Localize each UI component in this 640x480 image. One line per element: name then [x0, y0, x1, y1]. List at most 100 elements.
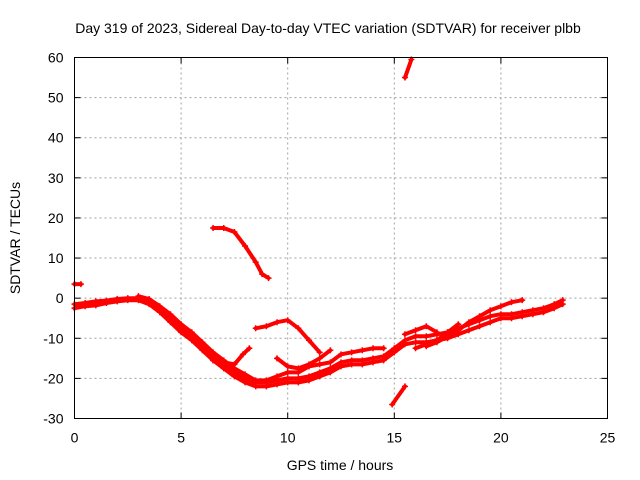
data-point: [423, 341, 430, 348]
data-point: [380, 357, 387, 364]
data-point: [497, 315, 504, 322]
data-point: [306, 337, 313, 344]
data-point: [412, 333, 419, 340]
series-line: [211, 226, 271, 281]
data-point: [412, 345, 419, 352]
data-point: [77, 281, 84, 288]
data-point: [199, 339, 206, 346]
data-point: [508, 315, 515, 322]
x-axis-title: GPS time / hours: [287, 457, 394, 473]
y-tick-label: 50: [48, 90, 64, 106]
y-tick-label: 30: [48, 170, 64, 186]
y-tick-labels: -30 -20 -10 0 10 20 30 40 50 60: [43, 50, 63, 427]
data-point: [231, 373, 238, 380]
data-point: [423, 333, 430, 340]
data-point: [274, 373, 281, 380]
data-point: [156, 303, 163, 310]
data-point: [135, 293, 142, 300]
data-point: [295, 365, 302, 372]
data-point: [306, 377, 313, 384]
data-point: [252, 259, 259, 266]
data-point: [274, 319, 281, 326]
series-segment-right-1: [401, 323, 440, 338]
plot-frame: [74, 57, 608, 419]
x-tick-label: 0: [71, 430, 79, 446]
data-point: [252, 383, 259, 390]
data-point: [210, 349, 217, 356]
data-point: [231, 361, 238, 368]
data-point: [401, 341, 408, 348]
data-point: [316, 373, 323, 380]
data-point: [497, 303, 504, 310]
y-tick-label: -10: [43, 330, 63, 346]
data-point: [146, 301, 153, 308]
x-tick-label: 15: [387, 430, 403, 446]
data-point: [476, 313, 483, 320]
data-point: [327, 347, 334, 354]
series-segment-mid-1: [252, 317, 323, 356]
y-tick-label: 20: [48, 210, 64, 226]
series-line: [253, 318, 322, 355]
data-point: [476, 323, 483, 330]
data-point: [239, 351, 246, 358]
y-tick-label: 0: [56, 290, 64, 306]
data-point: [265, 275, 272, 282]
data-point: [178, 321, 185, 328]
y-tick-label: 60: [48, 50, 64, 66]
data-point: [103, 299, 110, 306]
data-point: [433, 329, 440, 336]
data-point: [327, 369, 334, 376]
data-point: [167, 311, 174, 318]
data-point: [284, 379, 291, 386]
data-point: [487, 307, 494, 314]
data-point: [369, 359, 376, 366]
x-tick-label: 20: [493, 430, 509, 446]
data-point: [391, 349, 398, 356]
data-point: [559, 301, 566, 308]
data-point: [82, 303, 89, 310]
data-point: [348, 349, 355, 356]
data-point: [369, 345, 376, 352]
data-point: [146, 295, 153, 302]
data-point: [551, 305, 558, 312]
data-point: [348, 361, 355, 368]
series-segment-high: [210, 224, 272, 282]
x-tick-labels: 0 5 10 15 20 25: [71, 430, 616, 446]
data-point: [295, 379, 302, 386]
data-point: [401, 331, 408, 338]
data-point: [284, 369, 291, 376]
data-point: [167, 319, 174, 326]
data-point: [508, 299, 515, 306]
y-tick-label: 10: [48, 250, 64, 266]
data-point: [487, 319, 494, 326]
data-point: [252, 377, 259, 384]
data-point: [210, 357, 217, 364]
data-point: [519, 297, 526, 304]
x-tick-label: 25: [600, 430, 616, 446]
data-point: [242, 243, 249, 250]
series-line: [275, 348, 333, 371]
data-point: [263, 323, 270, 330]
data-point: [188, 337, 195, 344]
data-point: [455, 327, 462, 334]
data-point: [401, 74, 408, 81]
data-point: [274, 355, 281, 362]
data-point: [412, 327, 419, 334]
data-point: [389, 401, 396, 408]
data-point: [220, 359, 227, 366]
series-main-band-b: [71, 297, 566, 390]
data-point: [529, 311, 536, 318]
data-point: [263, 383, 270, 390]
data-point: [242, 371, 249, 378]
y-tick-label: 40: [48, 130, 64, 146]
data-point: [433, 337, 440, 344]
data-point: [316, 349, 323, 356]
data-point: [540, 309, 547, 316]
data-point: [252, 325, 259, 332]
y-tick-label: -20: [43, 370, 63, 386]
data-point: [455, 321, 462, 328]
data-point: [380, 345, 387, 352]
data-point: [178, 329, 185, 336]
